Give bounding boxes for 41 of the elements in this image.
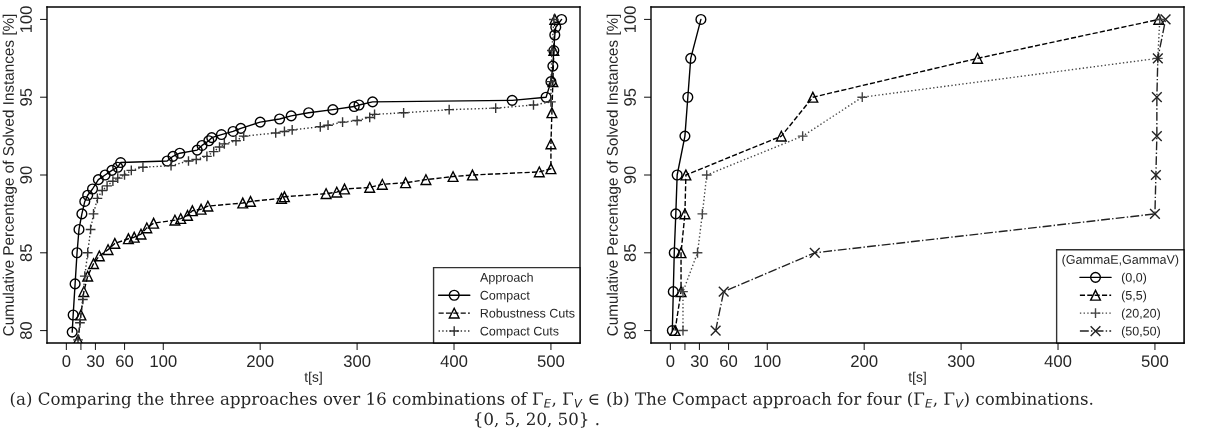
x-tick-label: 300 [947, 355, 975, 368]
x-tick-label: 100 [754, 355, 781, 368]
y-tick-label: 80 [20, 321, 32, 340]
legend-label: (0,0) [1121, 272, 1147, 285]
y-tick-label: 95 [624, 88, 636, 106]
x-tick-label: 30 [690, 355, 709, 368]
legend-label: (5,5) [1121, 290, 1147, 303]
x-axis-title: t[s] [304, 371, 322, 385]
y-tick-label: 80 [624, 321, 636, 340]
text: (b) The Compact approach for four (Γ$_{E}$, Γ$_{V}$) combinations. [607, 392, 1093, 409]
legend-label: (50,50) [1121, 326, 1160, 338]
x-tick-label: 400 [440, 355, 468, 368]
y-axis-title: Cumulative Percentage of Solved Instances [%] [2, 14, 17, 336]
legend-label: Compact Cuts [480, 326, 559, 338]
x-tick-label: 60 [116, 355, 134, 368]
x-tick-label: 0 [62, 355, 71, 368]
x-tick-label: 400 [1044, 355, 1072, 368]
y-tick-label: 90 [624, 166, 636, 184]
x-tick-label: 300 [343, 355, 371, 368]
legend-label: Robustness Cuts [480, 308, 575, 318]
x-tick-label: 200 [247, 355, 274, 368]
legend-title: Approach [480, 272, 533, 285]
y-tick-label: 100 [20, 6, 32, 33]
y-tick-label: 85 [624, 244, 636, 262]
x-tick-label: 0 [666, 355, 675, 368]
y-tick-label: 95 [20, 88, 32, 106]
legend-title: (GammaE,GammaV) [1062, 254, 1179, 267]
text: (a) Comparing the three approaches over 16 combinations of Γ$_{E}$, Γ$_{V}$ ∈ {0, 5, 20, 50} . [10, 392, 599, 428]
y-tick-label: 85 [20, 244, 32, 262]
y-tick-label: 90 [20, 166, 32, 184]
x-tick-label: 60 [720, 355, 738, 368]
x-axis-title: t[s] [908, 371, 926, 385]
x-tick-label: 500 [537, 355, 565, 368]
y-tick-label: 100 [624, 6, 636, 33]
x-tick-label: 30 [86, 355, 105, 368]
x-tick-label: 100 [150, 355, 177, 368]
legend-label: Compact [480, 290, 530, 303]
y-axis-title: Cumulative Percentage of Solved Instances [%] [606, 14, 621, 336]
x-tick-label: 200 [851, 355, 878, 368]
legend-label: (20,20) [1121, 308, 1160, 321]
x-tick-label: 500 [1141, 355, 1169, 368]
